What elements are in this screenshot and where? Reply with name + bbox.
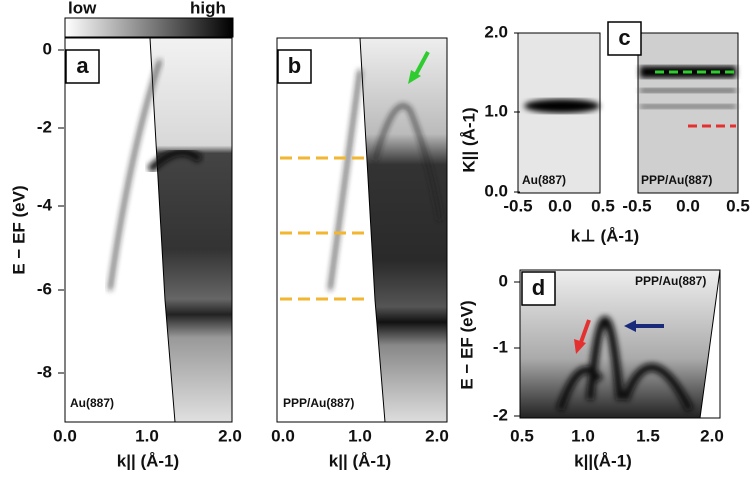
x-tick-label: 1.0 — [135, 426, 159, 445]
band — [328, 69, 442, 291]
y-tick-label: 0.0 — [484, 181, 508, 200]
band — [556, 316, 694, 412]
x-tick-label: 0.5 — [726, 196, 750, 215]
sample-label: Au(887) — [70, 396, 114, 410]
y-tick-label: -4 — [37, 195, 53, 214]
band — [147, 148, 203, 173]
frame — [64, 37, 233, 423]
arrow — [578, 319, 591, 346]
y-tick-label: -2 — [493, 405, 508, 424]
y-axis-title: E − EF (eV) — [457, 300, 476, 389]
x-tick-label: 2.0 — [700, 426, 724, 445]
x-tick-label: 0.0 — [676, 196, 700, 215]
sample-label: PPP/Au(887) — [635, 274, 706, 288]
sample-label: PPP/Au(887) — [641, 173, 712, 187]
x-tick-label: 0.5 — [510, 426, 534, 445]
y-tick-label: -2 — [37, 117, 52, 136]
panel-label-box — [607, 21, 642, 56]
band — [108, 59, 162, 291]
panel-label-box — [521, 271, 556, 306]
panel-label: a — [76, 53, 89, 78]
colorbar-high: high — [190, 0, 226, 17]
x-tick-label: 2.0 — [425, 426, 449, 445]
frame — [519, 269, 721, 419]
panel-label-box — [65, 49, 100, 84]
x-tick-label: 1.0 — [348, 426, 372, 445]
y-tick-label: 0 — [43, 39, 52, 58]
panel-label: c — [618, 25, 630, 50]
x-tick-label: 0.0 — [53, 426, 77, 445]
x-tick-label: 2.0 — [218, 426, 242, 445]
sample-label: PPP/Au(887) — [283, 396, 354, 410]
y-tick-label: -6 — [37, 279, 52, 298]
colorbar — [64, 17, 234, 38]
x-axis-title: k⊥ (Å-1) — [571, 226, 639, 245]
x-tick-label: -0.5 — [503, 196, 532, 215]
arrow-head — [574, 339, 586, 354]
y-tick-label: 0 — [499, 271, 508, 290]
x-tick-label: 1.5 — [636, 426, 660, 445]
x-tick-label: -0.5 — [622, 196, 651, 215]
x-tick-label: 0.5 — [591, 196, 615, 215]
band — [640, 104, 736, 109]
y-tick-label: -1 — [493, 337, 508, 356]
band — [524, 99, 600, 113]
frame — [276, 37, 448, 423]
colorbar-low: low — [68, 0, 97, 17]
spectrum-image — [277, 37, 448, 423]
arrow-head — [408, 70, 421, 84]
panel-label: d — [532, 275, 545, 300]
y-tick-label: -8 — [37, 362, 52, 381]
panel-label: b — [288, 53, 301, 78]
x-axis-title: k|| (Å-1) — [329, 451, 391, 470]
y-axis-title: K|| (Å-1) — [459, 107, 478, 172]
x-axis-title: k|| (Å-1) — [117, 451, 179, 470]
dashed-markers — [280, 156, 366, 301]
y-tick-label: 2.0 — [484, 22, 508, 41]
arrow-head — [624, 320, 636, 332]
x-axis-title: k||(Å-1) — [574, 451, 632, 470]
x-tick-label: 1.0 — [571, 426, 595, 445]
x-tick-label: 0.0 — [548, 196, 572, 215]
sample-label: Au(887) — [522, 173, 566, 187]
band — [640, 88, 736, 93]
y-axis-title: E − EF (eV) — [9, 185, 28, 274]
spectrum-image — [637, 32, 739, 194]
panel-label-box — [277, 49, 312, 84]
spectrum-image — [517, 32, 601, 194]
y-tick-label: 1.0 — [484, 101, 508, 120]
x-tick-label: 0.0 — [271, 426, 295, 445]
